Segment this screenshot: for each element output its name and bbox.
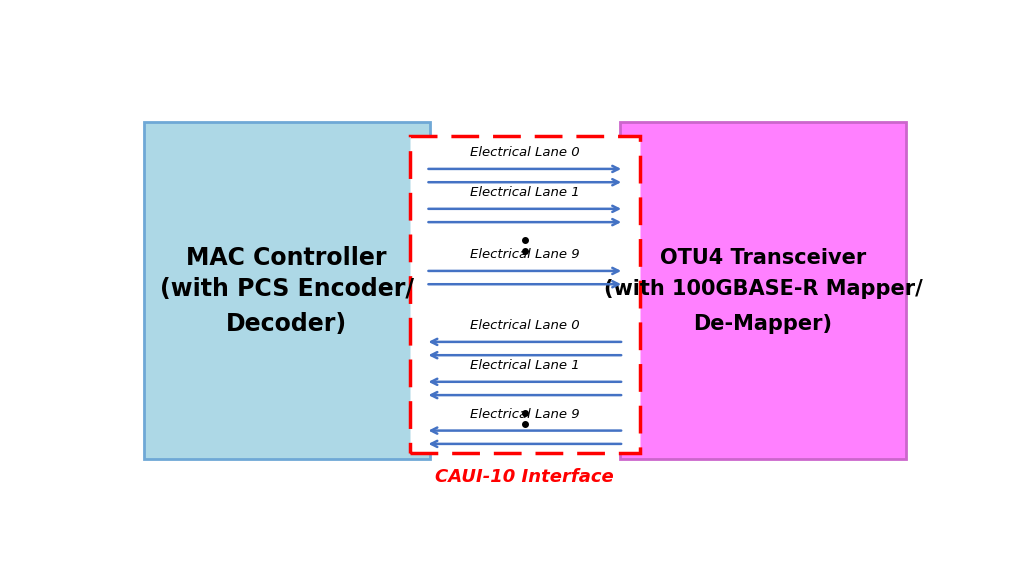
Text: (with PCS Encoder/: (with PCS Encoder/ xyxy=(160,276,414,301)
Text: Electrical Lane 1: Electrical Lane 1 xyxy=(470,359,580,372)
Text: Electrical Lane 0: Electrical Lane 0 xyxy=(470,146,580,159)
Text: Electrical Lane 0: Electrical Lane 0 xyxy=(470,319,580,332)
Bar xyxy=(143,122,430,460)
Text: Decoder): Decoder) xyxy=(226,312,347,336)
Text: Electrical Lane 1: Electrical Lane 1 xyxy=(470,186,580,199)
Text: CAUI-10 Interface: CAUI-10 Interface xyxy=(435,468,614,486)
Text: De-Mapper): De-Mapper) xyxy=(693,314,833,334)
Text: (with 100GBASE-R Mapper/: (with 100GBASE-R Mapper/ xyxy=(603,279,923,299)
Text: OTU4 Transceiver: OTU4 Transceiver xyxy=(659,248,866,268)
Text: Electrical Lane 9: Electrical Lane 9 xyxy=(470,248,580,261)
Text: Electrical Lane 9: Electrical Lane 9 xyxy=(470,408,580,421)
Text: MAC Controller: MAC Controller xyxy=(186,245,387,270)
Bar xyxy=(410,136,640,453)
Bar xyxy=(620,122,905,460)
